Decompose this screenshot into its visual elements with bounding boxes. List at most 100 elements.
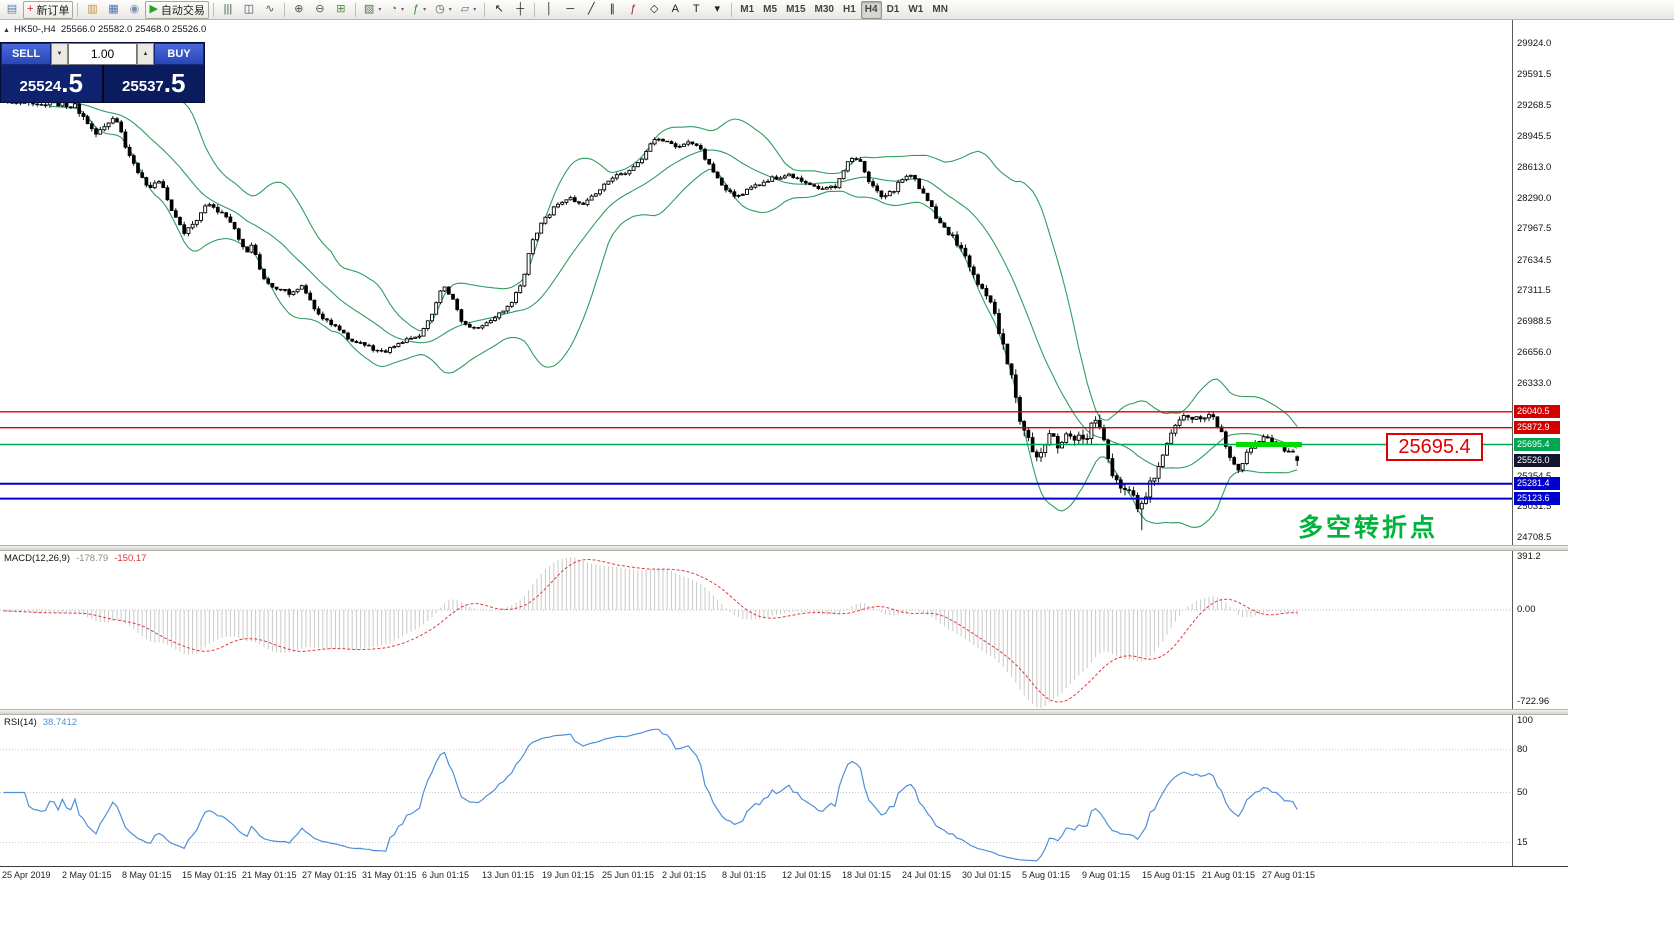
- channel-button[interactable]: ∥: [602, 1, 622, 19]
- macd-main-value: -178.79: [76, 553, 109, 564]
- rsi-name: RSI(14): [4, 717, 37, 728]
- price-axis[interactable]: 29924.0 29591.5 29268.5 28945.5 28613.0 28290…: [1512, 20, 1674, 866]
- macd-pane[interactable]: MACD(12,26,9) -178.79 -150.17: [0, 551, 1512, 709]
- macd-canvas[interactable]: [0, 551, 1512, 709]
- price-tick-label: 29924.0: [1517, 37, 1552, 49]
- sell-button[interactable]: SELL: [1, 43, 51, 65]
- buy-button[interactable]: BUY: [154, 43, 204, 65]
- horizontal-line-button[interactable]: ─: [560, 1, 580, 19]
- label-icon: T: [692, 3, 700, 15]
- profiles-button[interactable]: ◔ ▾: [386, 1, 408, 19]
- zoom-in-icon: ⊕: [294, 3, 304, 15]
- price-line-badge[interactable]: 25123.6: [1514, 492, 1560, 506]
- tf-m15-button[interactable]: M15: [782, 1, 809, 19]
- arrows-icon: ▾: [714, 3, 721, 15]
- tf-h4-button-label: H4: [864, 4, 878, 15]
- zoom-out-icon: ⊖: [315, 3, 325, 15]
- main-chart-canvas[interactable]: [0, 20, 1512, 545]
- zoom-out-button[interactable]: ⊖: [310, 1, 330, 19]
- macd-histogram: [3, 557, 1298, 708]
- arrows-button[interactable]: ▾: [707, 1, 727, 19]
- price-line-badge[interactable]: 25281.4: [1514, 477, 1560, 491]
- price-line-badge[interactable]: 25872.9: [1514, 421, 1560, 435]
- tf-h1-button-label: H1: [842, 4, 856, 15]
- time-axis[interactable]: 25 Apr 2019 2 May 01:15 8 May 01:15 15 May …: [0, 866, 1568, 884]
- bar-chart-type-button[interactable]: |||: [218, 1, 238, 19]
- macd-tick-label: -722.96: [1517, 696, 1550, 707]
- price-line-badge[interactable]: 25695.4: [1514, 437, 1560, 451]
- rsi-tick-label: 80: [1517, 743, 1528, 755]
- rsi-pane[interactable]: RSI(14) 38.7412: [0, 715, 1512, 866]
- price-line-badge[interactable]: 26040.5: [1514, 405, 1560, 419]
- rsi-label: RSI(14) 38.7412: [4, 717, 77, 728]
- crosshair-button[interactable]: ┼: [510, 1, 530, 19]
- collapse-panel-icon[interactable]: ▲: [3, 27, 10, 34]
- vertical-line-button[interactable]: │: [539, 1, 559, 19]
- price-tick-label: 27311.5: [1517, 285, 1551, 297]
- price-tick-label: 29591.5: [1517, 69, 1552, 81]
- autotrading-button[interactable]: ▶ 自动交易: [145, 0, 209, 19]
- macd-label: MACD(12,26,9) -178.79 -150.17: [4, 553, 146, 564]
- tf-m30-button[interactable]: M30: [811, 1, 838, 19]
- macd-signal-line: [3, 558, 1298, 703]
- main-chart-pane[interactable]: ▲ HK50-,H4 25566.0 25582.0 25468.0 25526…: [0, 20, 1512, 545]
- toolbar-separator: [283, 2, 285, 17]
- volume-input[interactable]: [68, 43, 137, 65]
- bar-chart-type-icon: |||: [223, 3, 233, 15]
- dropdown-caret-icon: ▾: [400, 7, 404, 13]
- new-chart-button[interactable]: ▧ ▾: [360, 1, 385, 19]
- sell-price-button[interactable]: 25524 .5: [1, 65, 104, 102]
- tf-m1-button[interactable]: M1: [736, 1, 758, 19]
- dropdown-caret-icon: ▾: [378, 7, 382, 13]
- tf-h4-button[interactable]: H4: [860, 0, 882, 19]
- line-chart-type-button[interactable]: ∿: [260, 1, 280, 19]
- data-window-button[interactable]: ▦: [103, 1, 123, 19]
- autotrading-icon: ▶: [149, 3, 158, 15]
- templates-button[interactable]: ▱ ▾: [457, 1, 480, 19]
- price-level-label[interactable]: 25695.4: [1386, 433, 1483, 461]
- macd-tick-label: 0.00: [1517, 604, 1536, 615]
- cursor-button[interactable]: ↖: [489, 1, 509, 19]
- shapes-icon: ◇: [650, 3, 659, 15]
- indicators-button[interactable]: ƒ ▾: [409, 1, 430, 19]
- fibonacci-button[interactable]: ƒ: [623, 1, 643, 19]
- volume-down-button[interactable]: ▼: [51, 43, 68, 65]
- tf-w1-button-label: W1: [908, 4, 924, 15]
- chart-window-icon-icon: ▤: [6, 3, 18, 15]
- sell-price-main: 25524: [19, 78, 62, 95]
- candlestick-type-icon: ◫: [243, 3, 255, 15]
- label-button[interactable]: T: [686, 1, 706, 19]
- trendline-button[interactable]: ╱: [581, 1, 601, 19]
- chart-window-icon-button[interactable]: ▤: [2, 1, 22, 19]
- pane-splitter-macd[interactable]: [0, 545, 1568, 551]
- price-line-highlight[interactable]: [1236, 442, 1302, 447]
- time-axis-label: 25 Apr 2019: [2, 870, 51, 880]
- market-watch-button[interactable]: ▥: [82, 1, 102, 19]
- price-tick-label: 26333.0: [1517, 378, 1552, 390]
- zoom-in-button[interactable]: ⊕: [289, 1, 309, 19]
- tf-d1-button[interactable]: D1: [883, 1, 904, 19]
- toolbar-separator: [534, 2, 536, 17]
- horizontal-line-icon: ─: [566, 3, 575, 15]
- rsi-canvas[interactable]: [0, 715, 1512, 866]
- new-order-button[interactable]: + 新订单: [23, 0, 74, 19]
- horizontal-price-lines[interactable]: [0, 411, 1512, 500]
- tf-w1-button[interactable]: W1: [904, 1, 927, 19]
- tf-mn-button[interactable]: MN: [928, 1, 952, 19]
- periods-button[interactable]: ◷ ▾: [431, 1, 456, 19]
- fibonacci-icon: ƒ: [630, 3, 637, 15]
- tf-m5-button[interactable]: M5: [759, 1, 781, 19]
- shapes-button[interactable]: ◇: [644, 1, 664, 19]
- buy-price-button[interactable]: 25537 .5: [103, 65, 204, 102]
- rsi-line: [3, 728, 1298, 862]
- text-button[interactable]: A: [665, 1, 685, 19]
- navigator-button[interactable]: ◉: [124, 1, 144, 19]
- data-window-icon: ▦: [108, 3, 119, 15]
- tile-windows-button[interactable]: ⊞: [331, 1, 351, 19]
- toolbar-separator: [77, 2, 79, 17]
- pane-splitter-rsi[interactable]: [0, 709, 1568, 715]
- time-axis-label: 24 Jul 01:15: [902, 870, 952, 880]
- candlestick-type-button[interactable]: ◫: [239, 1, 259, 19]
- tf-h1-button[interactable]: H1: [839, 1, 860, 19]
- volume-up-button[interactable]: ▲: [137, 43, 154, 65]
